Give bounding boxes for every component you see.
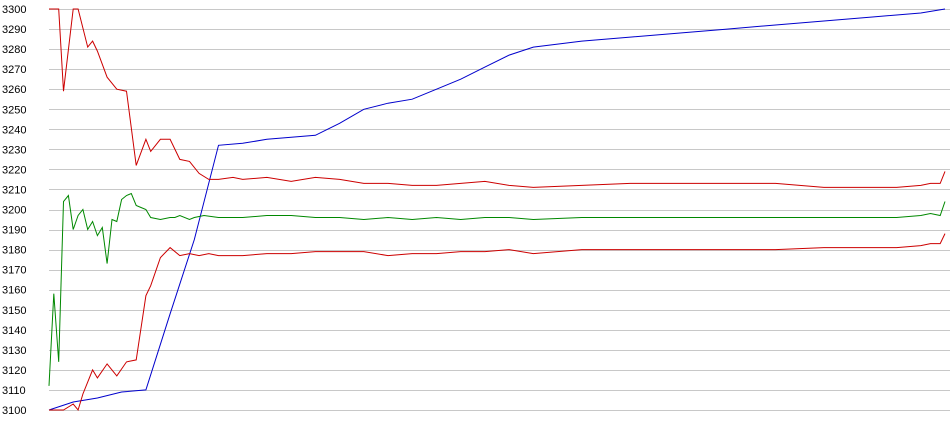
y-tick-label: 3150: [2, 305, 26, 317]
y-tick-label: 3270: [2, 64, 26, 76]
y-tick-label: 3190: [2, 225, 26, 237]
y-tick-label: 3240: [2, 124, 26, 136]
y-tick-label: 3290: [2, 24, 26, 36]
y-tick-label: 3100: [2, 405, 26, 417]
y-tick-label: 3260: [2, 84, 26, 96]
y-tick-label: 3200: [2, 205, 26, 217]
y-tick-label: 3180: [2, 245, 26, 257]
y-tick-label: 3230: [2, 144, 26, 156]
y-axis-tick-labels: 3100 3110 3120 3130 3140 3150 3160 3170 3180 3190…: [2, 4, 26, 417]
y-tick-label: 3160: [2, 285, 26, 297]
series-line-1: [48, 8, 946, 411]
series-lines: [48, 8, 946, 412]
y-tick-label: 3280: [2, 44, 26, 56]
y-tick-label: 3110: [2, 385, 26, 397]
y-tick-label: 3210: [2, 184, 26, 196]
grid-lines: [49, 9, 950, 411]
y-tick-label: 3170: [2, 265, 26, 277]
y-tick-label: 3220: [2, 164, 26, 176]
y-tick-label: 3140: [2, 325, 26, 337]
y-tick-label: 3300: [2, 4, 26, 16]
series-line-4: [49, 233, 946, 412]
series-line-3: [48, 192, 946, 386]
y-tick-label: 3120: [2, 365, 26, 377]
y-tick-label: 3130: [2, 345, 26, 357]
y-tick-label: 3250: [2, 104, 26, 116]
series-line-2: [49, 8, 946, 188]
